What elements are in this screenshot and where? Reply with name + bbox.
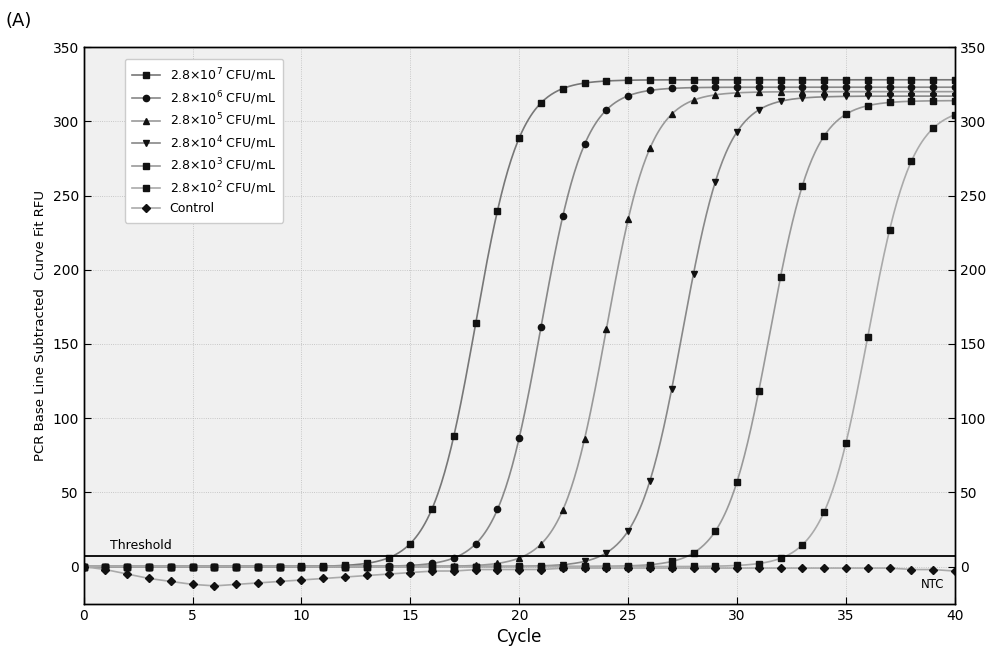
Text: (A): (A)	[5, 13, 32, 30]
X-axis label: Cycle: Cycle	[497, 628, 542, 646]
Y-axis label: PCR Base Line Subtracted  Curve Fit RFU: PCR Base Line Subtracted Curve Fit RFU	[34, 190, 47, 461]
Text: Threshold: Threshold	[110, 539, 172, 552]
Legend: 2.8×10$^7$ CFU/mL, 2.8×10$^6$ CFU/mL, 2.8×10$^5$ CFU/mL, 2.8×10$^4$ CFU/mL, 2.8×: 2.8×10$^7$ CFU/mL, 2.8×10$^6$ CFU/mL, 2.…	[125, 59, 283, 222]
Text: NTC: NTC	[920, 578, 944, 591]
